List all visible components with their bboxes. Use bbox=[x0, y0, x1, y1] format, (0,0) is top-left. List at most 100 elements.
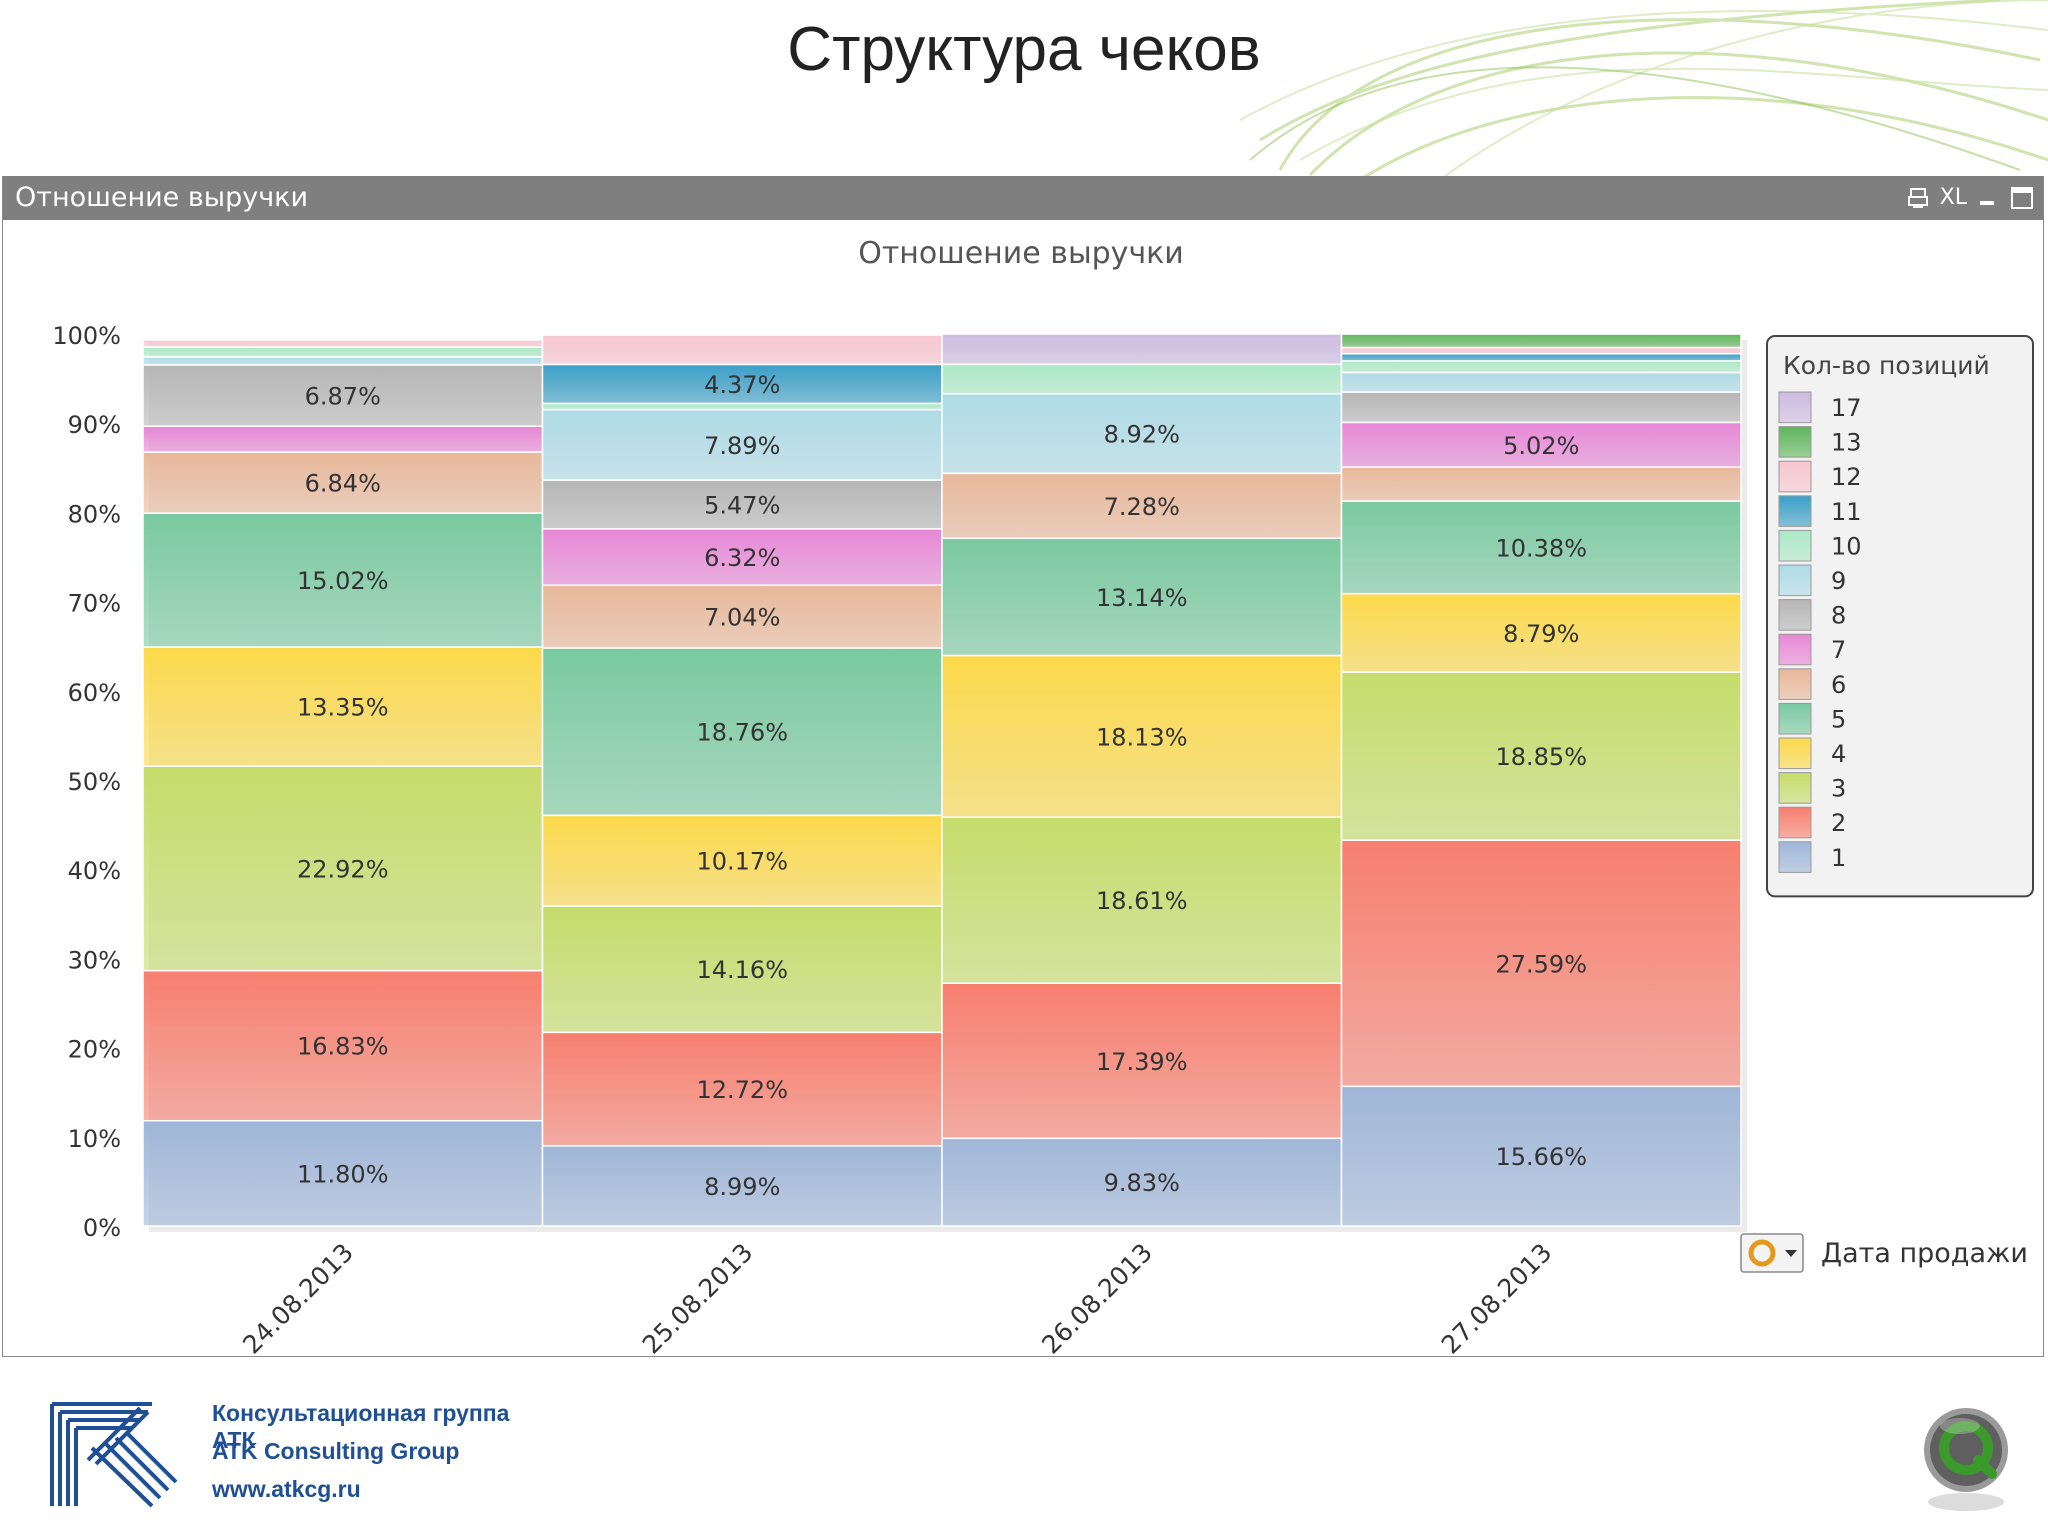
bar-segment[interactable] bbox=[142, 646, 544, 767]
data-label: 27.59% bbox=[1495, 950, 1587, 978]
legend-swatch bbox=[1778, 806, 1812, 839]
bar-segment[interactable] bbox=[941, 654, 1343, 818]
data-label: 7.28% bbox=[1104, 493, 1180, 521]
legend-box bbox=[1766, 335, 2034, 898]
bar-segment[interactable] bbox=[142, 765, 544, 972]
x-tick-label: 27.08.2013 bbox=[1436, 1238, 1558, 1356]
bar-segment[interactable] bbox=[941, 537, 1343, 657]
company-website: www.atkcg.ru bbox=[212, 1476, 361, 1502]
bar-segment[interactable] bbox=[142, 1119, 544, 1227]
bar-segment[interactable] bbox=[1340, 421, 1742, 468]
legend-swatch bbox=[1778, 460, 1812, 493]
chart-canvas: Отношение выручки 0%10%20%30%40%50%60%70… bbox=[52, 236, 2034, 1356]
bar-segment[interactable] bbox=[142, 339, 544, 348]
bar-segment[interactable] bbox=[1340, 352, 1742, 362]
data-label: 18.13% bbox=[1096, 723, 1188, 751]
legend-swatch bbox=[1778, 841, 1812, 873]
minimize-icon[interactable] bbox=[1977, 186, 1999, 210]
bar-segment[interactable] bbox=[1340, 333, 1742, 349]
atk-logo-mark bbox=[50, 1402, 178, 1508]
bar-segment[interactable] bbox=[941, 363, 1343, 395]
bar-segment[interactable] bbox=[941, 393, 1343, 475]
data-label: 13.35% bbox=[297, 694, 389, 722]
bar-segment[interactable] bbox=[941, 333, 1343, 366]
qlikview-logo-icon bbox=[1924, 1408, 2008, 1511]
legend-item-label: 10 bbox=[1831, 532, 1862, 560]
bar-segment[interactable] bbox=[1340, 391, 1742, 424]
data-label: 18.61% bbox=[1096, 887, 1188, 915]
bar-segment[interactable] bbox=[142, 346, 544, 358]
legend-item-label: 13 bbox=[1831, 429, 1862, 457]
bar-segment[interactable] bbox=[1340, 346, 1742, 355]
data-label: 5.02% bbox=[1503, 432, 1579, 460]
bar-segment[interactable] bbox=[142, 425, 544, 453]
slide-title: Структура чеков bbox=[787, 15, 1261, 84]
bar-segment[interactable] bbox=[1340, 360, 1742, 374]
legend-swatch bbox=[1778, 633, 1812, 666]
bar-segment[interactable] bbox=[142, 356, 544, 366]
maximize-icon[interactable] bbox=[2009, 185, 2035, 211]
y-tick-label: 30% bbox=[68, 946, 121, 974]
company-name-ru: Консультационная группа АТК bbox=[212, 1400, 510, 1453]
bar-segment[interactable] bbox=[541, 402, 943, 411]
bar-segment[interactable] bbox=[541, 1145, 943, 1227]
panel-caption: Отношение выручки XL bbox=[3, 176, 2043, 220]
bar-segment[interactable] bbox=[1340, 671, 1742, 841]
legend-item-label: 11 bbox=[1831, 498, 1862, 526]
legend-item-label: 5 bbox=[1831, 705, 1846, 733]
bar-segment[interactable] bbox=[142, 969, 544, 1122]
legend-item-label: 6 bbox=[1831, 671, 1846, 699]
data-label: 6.84% bbox=[305, 470, 381, 498]
data-label: 11.80% bbox=[297, 1160, 389, 1188]
bar-segment[interactable] bbox=[142, 512, 544, 648]
legend-swatch bbox=[1778, 529, 1812, 562]
legend-swatch bbox=[1778, 772, 1812, 804]
caption-tools: XL bbox=[1906, 176, 2035, 220]
bar-segment[interactable] bbox=[1340, 839, 1742, 1088]
data-label: 7.89% bbox=[704, 432, 780, 460]
bar-segment[interactable] bbox=[142, 364, 544, 427]
bar-segment[interactable] bbox=[1340, 371, 1742, 393]
cycle-icon bbox=[1748, 1239, 1776, 1267]
bar-segment[interactable] bbox=[541, 408, 943, 481]
bar-segment[interactable] bbox=[541, 363, 943, 405]
dimension-label: Дата продажи bbox=[1821, 1238, 2028, 1269]
bar-segment[interactable] bbox=[1340, 592, 1742, 673]
bar-segment[interactable] bbox=[541, 1031, 943, 1147]
legend-item-label: 2 bbox=[1831, 809, 1846, 837]
data-label: 15.02% bbox=[297, 567, 389, 595]
bar-segment[interactable] bbox=[541, 584, 943, 649]
x-tick-label: 24.08.2013 bbox=[237, 1238, 359, 1356]
bar-segment[interactable] bbox=[541, 528, 943, 586]
legend-swatch bbox=[1778, 599, 1812, 631]
data-label: 15.66% bbox=[1495, 1143, 1587, 1171]
export-excel-button[interactable]: XL bbox=[1939, 185, 1967, 210]
data-label: 6.87% bbox=[305, 383, 381, 411]
bar-segment[interactable] bbox=[941, 1137, 1343, 1227]
bar-segment[interactable] bbox=[1340, 1085, 1742, 1227]
dropdown-arrow-icon bbox=[1785, 1250, 1797, 1257]
bar-segment[interactable] bbox=[541, 334, 943, 366]
data-label: 22.92% bbox=[297, 855, 389, 883]
data-label: 4.37% bbox=[704, 371, 780, 399]
y-tick-label: 100% bbox=[52, 322, 121, 350]
bar-segment[interactable] bbox=[541, 647, 943, 817]
y-tick-label: 50% bbox=[68, 768, 121, 796]
legend-swatch bbox=[1778, 702, 1812, 735]
legend-item-label: 7 bbox=[1831, 636, 1846, 664]
atk-logo: Консультационная группа АТК ATK Consulti… bbox=[48, 1398, 548, 1508]
bar-segment[interactable] bbox=[541, 479, 943, 530]
dimension-selector[interactable]: Дата продажи bbox=[1740, 1233, 2028, 1273]
x-tick-label: 25.08.2013 bbox=[637, 1238, 759, 1356]
print-icon[interactable] bbox=[1906, 186, 1930, 210]
legend-item-label: 12 bbox=[1831, 463, 1862, 491]
bar-segment[interactable] bbox=[941, 472, 1343, 540]
legend-item-label: 4 bbox=[1831, 740, 1846, 768]
bar-segment[interactable] bbox=[941, 816, 1343, 984]
y-axis: 0% 10% 20% 30% 40% 50% 60% 70% 80% 90% 100% bbox=[52, 322, 121, 1242]
legend-item-label: 17 bbox=[1831, 394, 1862, 422]
data-label: 10.17% bbox=[696, 848, 788, 876]
bar-segment[interactable] bbox=[1340, 466, 1742, 502]
chart-panel: Отношение выручки XL Отношение выручки 0… bbox=[2, 176, 2044, 1357]
data-label: 10.38% bbox=[1495, 534, 1587, 562]
